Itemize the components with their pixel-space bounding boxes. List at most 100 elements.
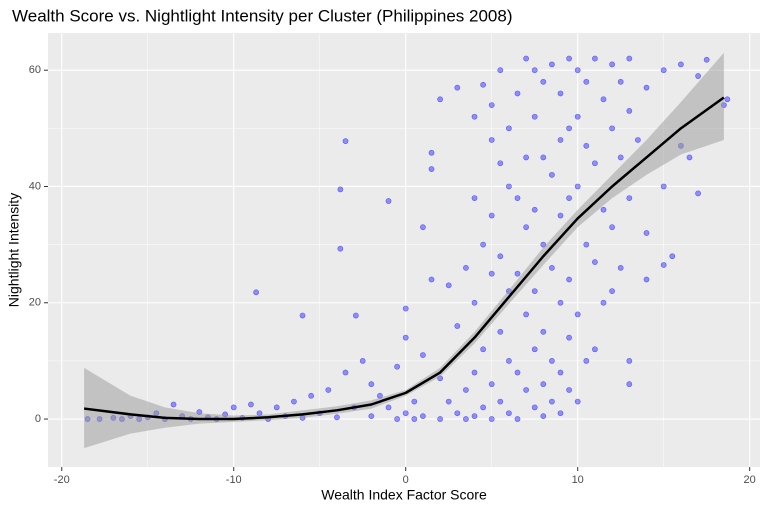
point [337,245,344,252]
point [643,84,650,91]
point [531,206,538,213]
point [549,61,555,68]
point [514,90,521,97]
point [523,154,530,161]
point [248,401,254,408]
point [411,416,418,422]
point [540,78,547,85]
point [617,78,624,85]
point [334,414,340,421]
x-axis-title: Wealth Index Factor Score [321,487,487,503]
point [574,67,581,74]
point [385,404,392,411]
point [523,311,530,318]
point [170,401,177,408]
point [342,138,349,145]
point [583,78,590,85]
point [463,264,469,271]
point [583,142,590,149]
point [437,96,444,103]
point [471,113,478,120]
point [695,190,701,197]
point [352,312,359,319]
point [411,398,418,405]
point [291,398,297,405]
point [703,56,710,63]
y-tick-label: 60 [29,64,41,76]
point [566,125,573,132]
point [574,113,581,120]
point [609,224,615,231]
point [626,55,633,62]
point [480,404,487,411]
point [523,224,530,231]
point [471,299,478,306]
point [617,264,624,271]
x-tick-label: -20 [54,474,70,486]
y-tick-label: 20 [29,297,41,309]
point [273,404,280,411]
point [669,253,676,260]
point [660,183,667,190]
point [549,357,555,364]
point [402,305,409,312]
point [583,241,590,248]
point [497,160,504,167]
point [557,212,564,219]
point [600,206,607,213]
point [428,166,435,172]
point [574,183,581,190]
point [617,154,624,161]
point [626,195,633,202]
point [591,55,598,62]
point [506,357,512,364]
point [514,369,521,376]
point [497,67,504,74]
point [583,357,590,364]
point [557,137,564,143]
point [686,154,693,161]
point [402,410,409,417]
point [540,328,547,335]
point [531,113,538,120]
point [488,270,495,277]
point [454,410,461,417]
point [454,84,461,91]
point [660,67,667,74]
point [591,259,598,265]
point [660,262,667,268]
point [437,416,444,422]
point [506,183,512,190]
point [488,416,495,422]
point [342,369,349,376]
point [480,241,487,248]
point [506,410,512,417]
point [724,96,731,103]
point [549,171,555,178]
point [566,276,573,283]
point [531,67,538,74]
point [557,410,564,417]
point [471,413,478,420]
point [488,137,495,143]
point [591,160,598,167]
point [677,61,684,68]
point [402,334,409,341]
point [497,328,504,335]
point [574,311,581,318]
point [308,392,315,399]
point [488,381,495,388]
point [523,55,530,62]
point [463,387,469,393]
chart-title: Wealth Score vs. Nightlight Intensity pe… [12,6,512,25]
point [591,346,598,353]
point [506,125,512,132]
point [299,312,306,319]
point [445,398,452,405]
y-axis-title: Nightlight Intensity [6,193,22,307]
point [514,195,521,202]
point [566,387,573,393]
point [523,387,530,393]
point [531,288,538,295]
point [643,276,650,283]
